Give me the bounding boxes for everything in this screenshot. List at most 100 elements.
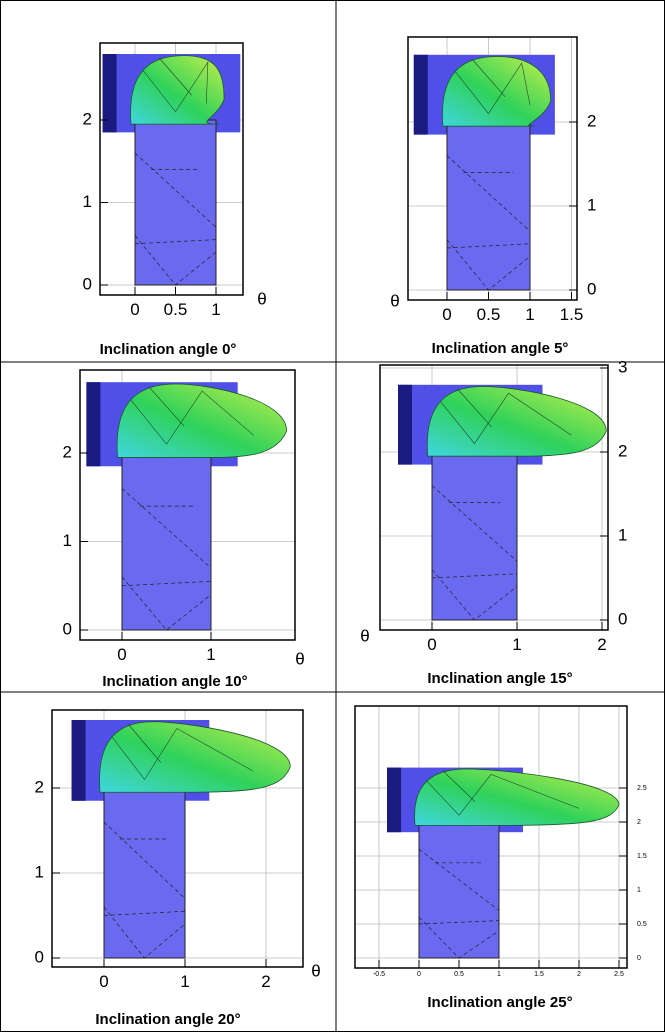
caption: Inclination angle 5° [432,340,569,357]
axis-label: θ [360,626,369,645]
x-tick-label: 1 [206,645,215,664]
caption: Inclination angle 0° [100,341,237,358]
axis-label: θ [295,649,304,668]
mesh [121,488,212,631]
axis-label: θ [257,289,266,308]
y-tick-label: 1 [63,531,72,550]
y-tick-label: 0 [618,609,627,628]
deformed-body [414,768,620,826]
caption: Inclination angle 25° [427,994,572,1011]
y-tick-label: 2 [35,777,44,796]
x-tick-label: -0.5 [373,971,385,978]
x-tick-label: 1 [497,971,501,978]
y-tick-label: 2 [83,109,92,128]
x-tick-label: 0.5 [454,971,464,978]
x-tick-label: 2 [261,972,270,991]
pillar [446,121,531,291]
y-tick-label: 1 [618,525,627,544]
frame [407,36,578,301]
pillar [121,452,212,631]
x-tick-label: 2 [577,971,581,978]
frame [79,369,296,641]
deformed-body [426,386,607,457]
plot [80,370,295,640]
x-tick-label: 0 [130,300,139,319]
caption: Inclination angle 10° [102,673,247,690]
x-tick-label: 0.5 [477,305,501,324]
block-side [387,767,401,833]
y-tick-label: 0 [35,947,44,966]
y-tick-label: 1 [587,195,596,214]
y-tick-label: 0 [637,955,641,962]
deformed-body [116,383,288,458]
plot [408,37,577,300]
y-tick-label: 2 [63,442,72,461]
frame [354,705,628,969]
mesh [431,485,518,621]
y-tick-label: 2 [637,819,641,826]
frame [51,709,304,968]
x-tick-label: 1 [525,305,534,324]
blob-mesh [111,724,254,781]
blob-mesh [455,58,531,115]
plot [52,710,303,967]
y-tick-label: 0 [587,279,596,298]
block-side [71,720,86,801]
axis-label: θ [311,961,320,980]
x-tick-label: 0 [117,645,126,664]
frame [379,364,609,631]
x-tick-label: 0.5 [164,300,188,319]
caption: Inclination angle 15° [427,670,572,687]
blob-mesh [426,770,580,816]
x-tick-label: 1.5 [534,971,544,978]
plot [100,43,243,295]
panel: 0 1 0 1 2 θ Inclination angle 10° [63,369,305,690]
blob-mesh [142,57,209,113]
mesh [446,155,531,291]
plot [380,365,608,630]
pillar [431,451,518,621]
x-tick-label: 0 [427,635,436,654]
panel: 0 0.5 1 0 1 2 θ Inclination angle 0° [83,42,267,358]
x-tick-label: 2.5 [614,971,624,978]
y-tick-label: 1.5 [637,853,647,860]
x-tick-label: 1.5 [560,305,584,324]
y-tick-label: 2.5 [637,785,647,792]
block-side [86,382,101,467]
x-tick-label: 0 [417,971,421,978]
panel: 0 1 2 0 1 2 θ Inclination angle 20° [35,709,321,1028]
block-side [102,54,117,133]
pillar [103,787,186,959]
plot [355,706,627,968]
y-tick-label: 1 [637,887,641,894]
x-tick-label: 1 [180,972,189,991]
x-tick-label: 0 [99,972,108,991]
mesh [418,848,500,959]
x-tick-label: 0 [442,305,451,324]
y-tick-label: 3 [618,357,627,376]
y-tick-label: 0 [63,619,72,638]
pillar [418,821,500,959]
caption: Inclination angle 20° [95,1011,240,1028]
x-tick-label: 2 [597,635,606,654]
x-tick-label: 1 [211,300,220,319]
blob-mesh [130,386,254,445]
block-side [413,54,428,135]
x-tick-label: 1 [512,635,521,654]
y-tick-label: 2 [618,441,627,460]
y-tick-label: 0 [83,274,92,293]
y-tick-label: 1 [35,862,44,881]
pillar [134,119,217,286]
frame [99,42,244,296]
blob-mesh [440,388,572,445]
block-side [398,384,412,465]
y-tick-label: 0.5 [637,921,647,928]
panel: -0.5 0 0.5 1 1.5 2 2.5 0 0.5 1 1.5 2 2.5 Inclination … [354,705,647,1011]
y-tick-label: 2 [587,111,596,130]
y-tick-label: 1 [83,192,92,211]
axis-label: θ [390,291,399,310]
deformed-body [99,721,291,793]
